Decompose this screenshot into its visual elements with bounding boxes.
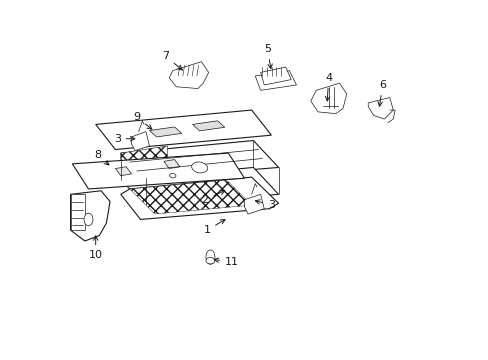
- Polygon shape: [163, 159, 180, 168]
- Polygon shape: [310, 83, 346, 114]
- Polygon shape: [121, 177, 278, 220]
- Text: 11: 11: [214, 257, 239, 267]
- Polygon shape: [131, 132, 149, 150]
- Ellipse shape: [205, 250, 214, 264]
- Polygon shape: [121, 140, 278, 178]
- Text: 3: 3: [255, 200, 274, 210]
- Text: 4: 4: [325, 73, 332, 101]
- Text: 3: 3: [114, 134, 135, 144]
- Polygon shape: [121, 146, 167, 180]
- Polygon shape: [115, 167, 131, 176]
- Ellipse shape: [84, 213, 93, 226]
- Polygon shape: [149, 127, 182, 137]
- Text: 8: 8: [94, 150, 109, 165]
- Polygon shape: [367, 98, 392, 119]
- Polygon shape: [70, 194, 85, 230]
- Polygon shape: [169, 62, 208, 89]
- Polygon shape: [129, 180, 251, 214]
- Ellipse shape: [169, 174, 176, 178]
- Polygon shape: [96, 110, 271, 149]
- Polygon shape: [70, 191, 110, 241]
- Text: 9: 9: [133, 112, 151, 129]
- Polygon shape: [260, 67, 290, 85]
- Polygon shape: [244, 194, 264, 214]
- Text: 1: 1: [203, 220, 224, 235]
- Text: 7: 7: [162, 51, 182, 70]
- Polygon shape: [192, 121, 224, 131]
- Text: 2: 2: [201, 190, 224, 205]
- Polygon shape: [121, 167, 278, 205]
- Text: 5: 5: [264, 44, 272, 69]
- Text: 6: 6: [377, 80, 385, 106]
- Ellipse shape: [205, 257, 214, 264]
- Ellipse shape: [191, 162, 207, 173]
- Polygon shape: [255, 71, 296, 90]
- Polygon shape: [72, 153, 244, 189]
- Text: 10: 10: [88, 236, 102, 260]
